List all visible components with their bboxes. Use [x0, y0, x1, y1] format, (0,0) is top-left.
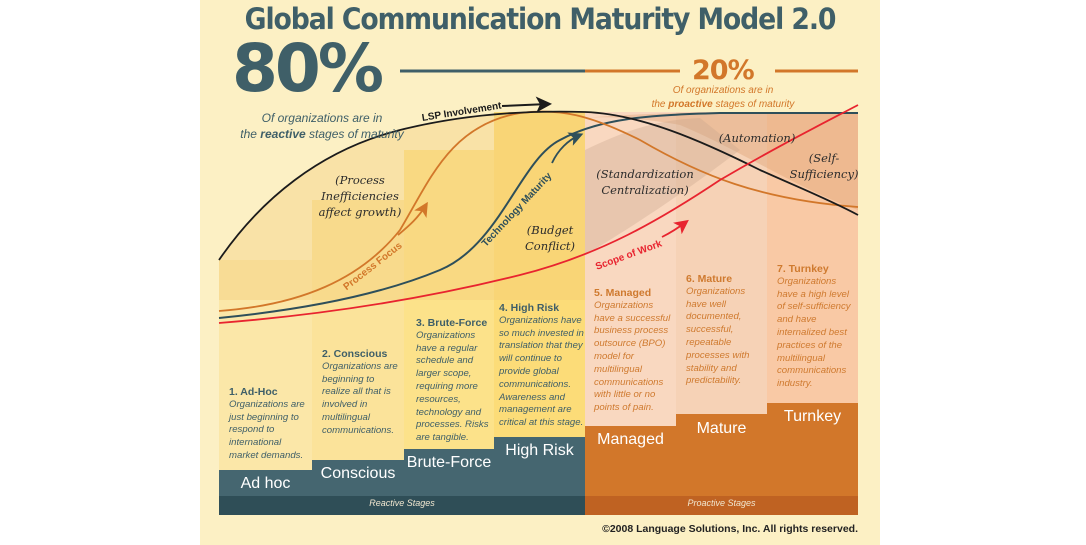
- stage-7-description: 7. Turnkey Organizations have a high lev…: [777, 263, 857, 391]
- proactive-band: [585, 496, 858, 515]
- proactive-steps: [585, 403, 858, 515]
- proactive-stages-label: Proactive Stages: [687, 498, 756, 508]
- step-block-5: [585, 426, 676, 500]
- stage-1-description: 1. Ad-Hoc Organizations are just beginni…: [229, 386, 309, 463]
- proactive-caption-bold: proactive: [668, 99, 713, 110]
- stage-text: Organizations have a successful business…: [594, 299, 671, 414]
- step-label-conscious: Conscious: [320, 465, 396, 482]
- step-label-mature: Mature: [696, 420, 747, 437]
- stage-text: Organizations have a high level of self-…: [777, 275, 851, 390]
- stage-2-description: 2. Conscious Organizations are beginning…: [322, 348, 400, 438]
- stage-5-description: 5. Managed Organizations have a successf…: [594, 287, 674, 415]
- step-block-2: [312, 460, 404, 500]
- reactive-caption-line1: Of organizations are in: [261, 111, 383, 125]
- reactive-caption-bold: reactive: [260, 127, 306, 141]
- reactive-steps: [219, 437, 585, 515]
- lsp-arrow: [501, 96, 552, 113]
- lsp-area-shade: [219, 111, 585, 300]
- stage-3-description: 3. Brute-Force Organizations have a regu…: [416, 317, 492, 445]
- note-line: Conflict): [524, 239, 576, 253]
- proactive-area-shade: [585, 112, 858, 210]
- self-sufficiency-note: (Self- Sufficiency): [784, 150, 864, 182]
- step-label-ad-hoc: Ad hoc: [240, 475, 291, 492]
- note-line: (Process: [335, 173, 385, 187]
- stage-text: Organizations have so much invested in t…: [499, 314, 584, 429]
- stage-heading: 7. Turnkey: [777, 263, 829, 275]
- note-line: (Standardization: [596, 167, 694, 181]
- reactive-stages-label: Reactive Stages: [369, 498, 435, 508]
- lsp-curve: [218, 110, 859, 261]
- column-2: [312, 200, 404, 500]
- stage-text: Organizations are beginning to realize a…: [322, 360, 398, 436]
- note-line: (Self-: [808, 151, 840, 165]
- proactive-caption-pre: the: [651, 99, 669, 110]
- stage-text: Organizations have a regular schedule an…: [416, 329, 489, 444]
- note-line: Centralization): [601, 183, 689, 197]
- reactive-band: [219, 496, 585, 515]
- stage-heading: 3. Brute-Force: [416, 317, 488, 329]
- automation-note: (Automation): [718, 131, 796, 145]
- reactive-caption-post: stages of maturity: [305, 127, 404, 141]
- stage-heading: 6. Mature: [686, 273, 733, 285]
- technology-arrow: [551, 132, 584, 164]
- standardization-note: (Standardization Centralization): [590, 166, 700, 198]
- proactive-caption: Of organizations are in the proactive st…: [640, 84, 806, 112]
- stage-heading: 2. Conscious: [322, 348, 388, 360]
- scope-arrow: [661, 219, 689, 238]
- column-1: [219, 260, 312, 500]
- proactive-caption-line1: Of organizations are in: [672, 85, 774, 96]
- step-block-4: [494, 437, 585, 500]
- stage-heading: 1. Ad-Hoc: [229, 386, 278, 398]
- step-label-turnkey: Turnkey: [783, 408, 842, 425]
- stage-text: Organizations have well documented, succ…: [686, 285, 750, 387]
- technology-curve: [218, 112, 858, 319]
- stage-text: Organizations are just beginning to resp…: [229, 398, 305, 461]
- reactive-caption-pre: the: [240, 127, 261, 141]
- standardization-shade: [585, 118, 740, 255]
- copyright-notice: ©2008 Language Solutions, Inc. All right…: [602, 523, 858, 535]
- note-line: (Budget: [526, 223, 574, 237]
- stage-6-description: 6. Mature Organizations have well docume…: [686, 273, 762, 388]
- reactive-percent: 80%: [232, 30, 384, 107]
- step-label-brute-force: Brute-Force: [406, 454, 492, 471]
- process-arrow: [397, 201, 428, 236]
- step-label-high-risk: High Risk: [505, 442, 574, 459]
- page-title: Global Communication Maturity Model 2.0: [244, 2, 837, 36]
- step-label-managed: Managed: [597, 431, 664, 448]
- stage-heading: 4. High Risk: [499, 302, 560, 314]
- process-inefficiencies-note: (Process Inefficiencies affect growth): [310, 172, 410, 220]
- step-block-1: [219, 470, 312, 500]
- note-line: affect growth): [318, 205, 402, 219]
- reactive-caption: Of organizations are in the reactive sta…: [222, 110, 422, 142]
- budget-conflict-note: (Budget Conflict): [515, 222, 585, 254]
- step-block-7: [767, 403, 858, 500]
- proactive-caption-post: stages of maturity: [712, 99, 795, 110]
- note-line: Inefficiencies: [321, 189, 399, 203]
- stage-4-description: 4. High Risk Organizations have so much …: [499, 302, 585, 430]
- stage-heading: 5. Managed: [594, 287, 652, 299]
- step-block-6: [676, 414, 767, 500]
- proactive-percent: 20%: [692, 55, 755, 86]
- step-block-3: [404, 449, 494, 500]
- scope-curve: [218, 104, 859, 324]
- note-line: Sufficiency): [789, 167, 859, 181]
